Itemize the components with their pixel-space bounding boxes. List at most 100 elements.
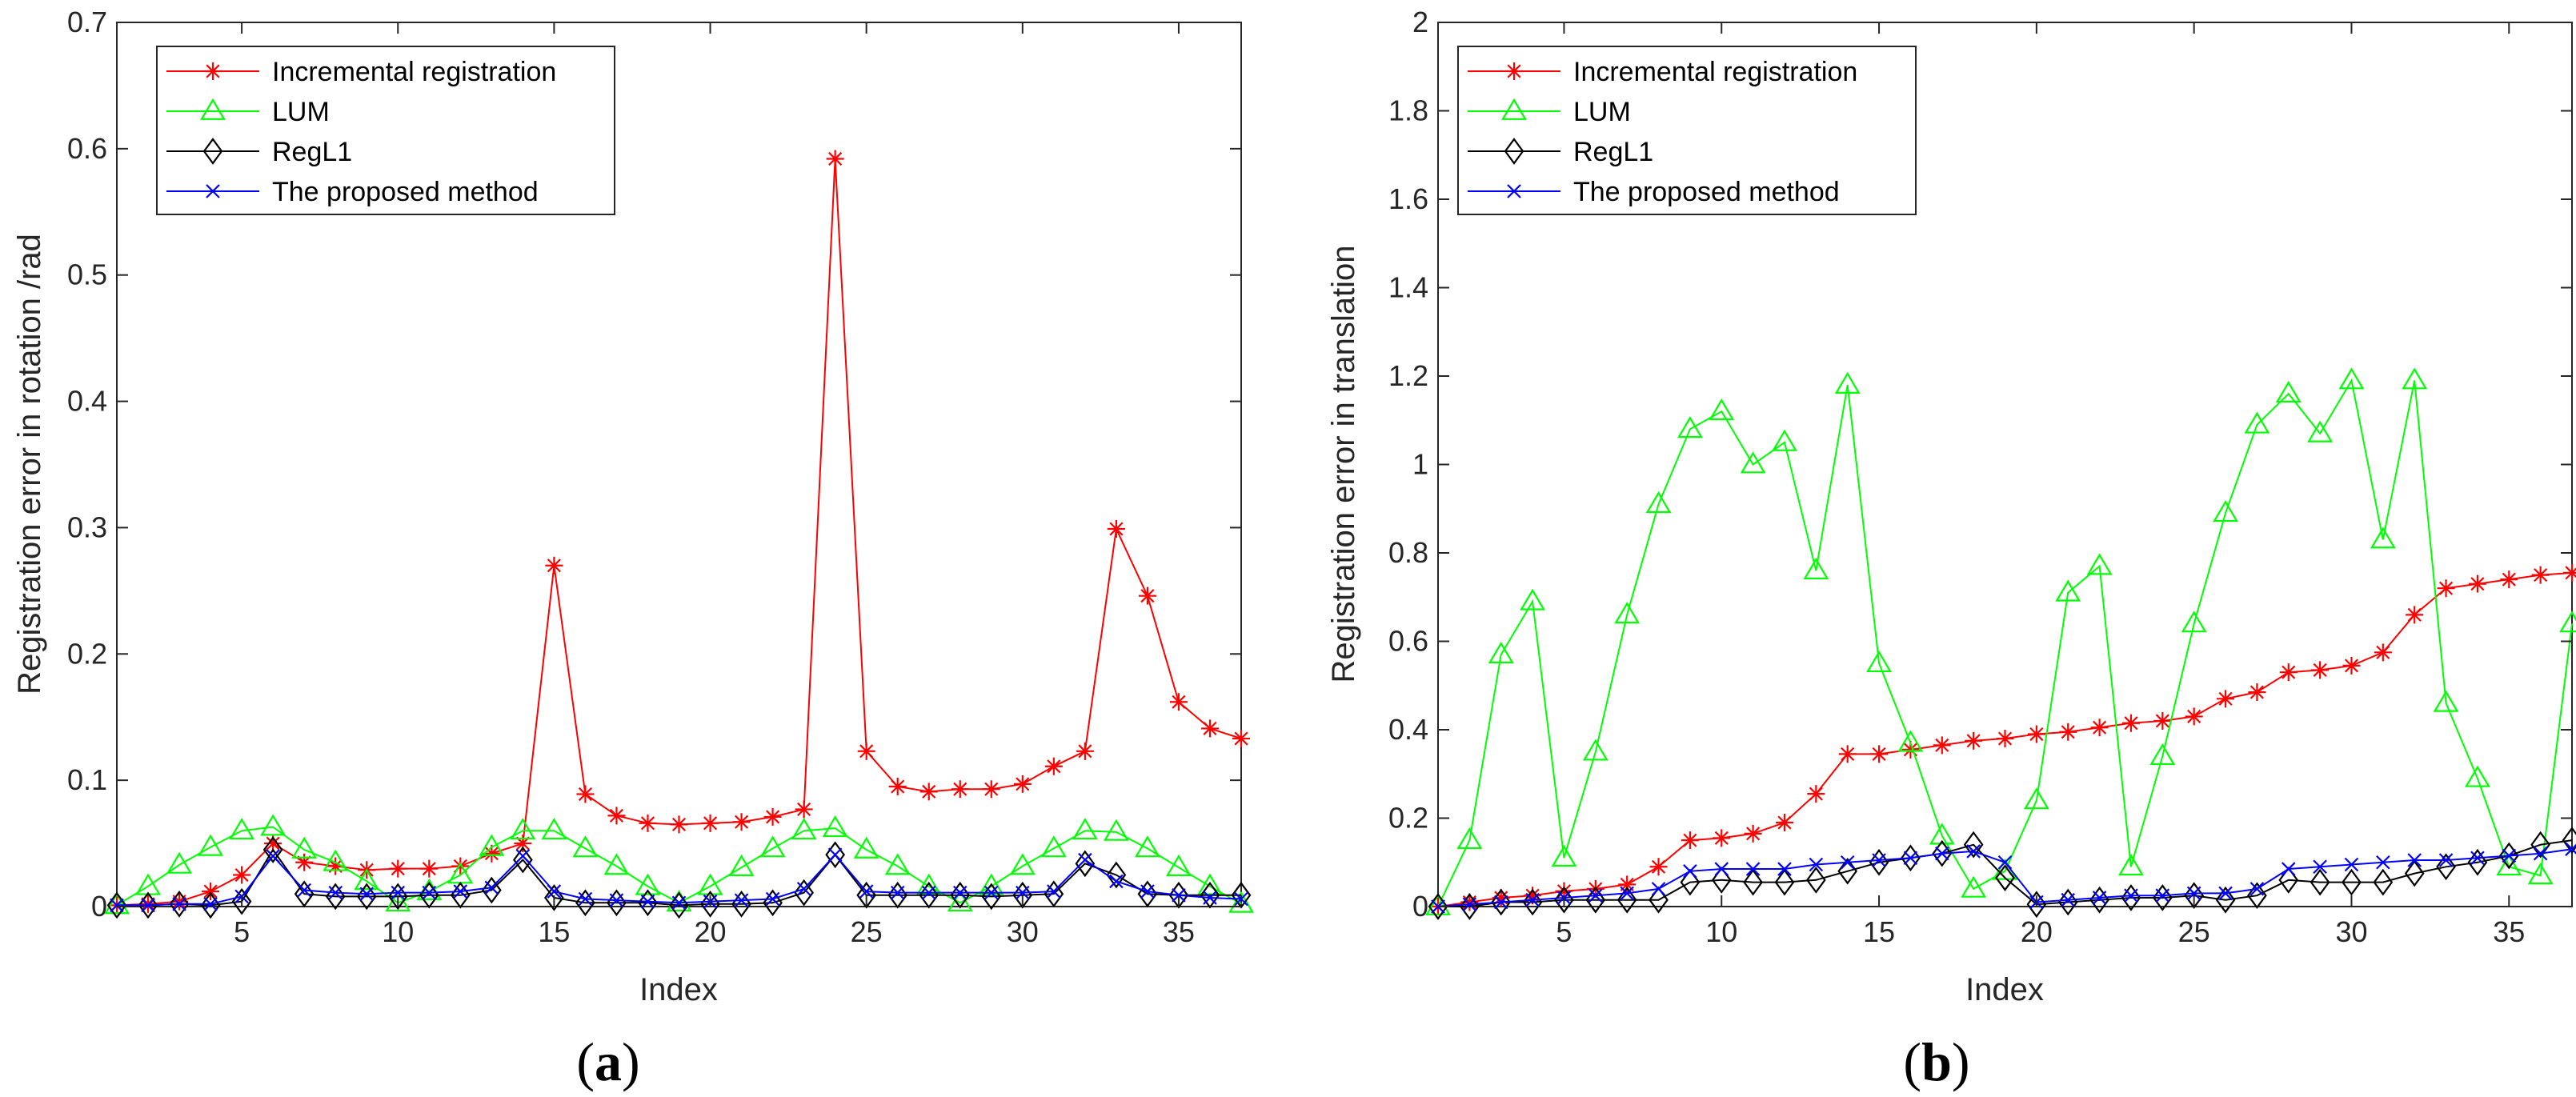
data-point (1522, 888, 1543, 916)
x-tick-label: 10 (1705, 915, 1737, 948)
y-tick-label: 0.8 (1388, 536, 1428, 569)
data-point (2498, 842, 2519, 870)
data-point (859, 884, 874, 899)
y-tick-label: 0.5 (67, 258, 107, 291)
data-point (354, 868, 380, 891)
data-point (328, 885, 343, 900)
data-point (1520, 588, 1546, 611)
data-point (170, 892, 189, 911)
legend-swatch-marker (1504, 138, 1524, 165)
panel-label: (b) (1903, 1031, 1969, 1092)
data-point (295, 853, 314, 871)
data-point (2559, 611, 2576, 633)
data-point (2275, 380, 2302, 402)
data-point (260, 814, 286, 836)
data-point (1140, 884, 1155, 899)
x-tick-label: 20 (2021, 915, 2053, 948)
data-point (794, 879, 814, 907)
y-tick-label: 0.2 (67, 637, 107, 670)
data-point (1106, 861, 1127, 889)
data-point (796, 882, 811, 896)
data-point (2562, 827, 2576, 854)
data-point (2124, 888, 2138, 903)
data-point (1232, 730, 1250, 748)
data-point (1044, 757, 1063, 775)
data-point (1775, 814, 1793, 832)
data-point (2533, 846, 2548, 861)
data-point (2307, 420, 2334, 442)
data-point (356, 883, 377, 911)
data-point (481, 876, 502, 904)
data-point (826, 150, 844, 168)
data-point (1047, 884, 1061, 899)
data-point (1869, 848, 1889, 876)
y-tick-label: 1.4 (1388, 271, 1428, 304)
data-point (2438, 853, 2454, 867)
data-point (200, 891, 221, 919)
y-tick-label: 0 (91, 890, 107, 923)
y-axis-label: Registration error in rotation /rad (12, 234, 47, 695)
legend-swatch-marker (204, 62, 222, 80)
axis-ticks: 5 10 15 20 25 30 35 0 0.2 0.4 0.6 0.8 1 1.2 1.4 1.6 1.8 2 (1388, 6, 2572, 948)
y-tick-label: 0.1 (67, 763, 107, 796)
data-marks (1425, 367, 2576, 920)
data-point (2278, 866, 2299, 894)
x-tick-label: 35 (1163, 915, 1195, 948)
legend-item-incremental-registration: Incremental registration (1468, 57, 1857, 87)
data-point (2470, 851, 2485, 865)
data-point (1966, 844, 1981, 859)
data-point (419, 881, 439, 909)
data-point (1744, 824, 1762, 843)
data-point (1683, 864, 1697, 879)
data-point (327, 857, 345, 875)
legend-item-the-proposed-method: The proposed method (1468, 177, 1840, 207)
y-tick-label: 0 (1412, 890, 1428, 923)
y-tick-label: 1.6 (1388, 182, 1428, 215)
x-tick-label: 15 (1863, 915, 1895, 948)
data-point (2186, 886, 2201, 901)
data-point (1743, 868, 1763, 896)
data-point (1012, 881, 1033, 909)
data-point (947, 890, 973, 912)
data-point (578, 891, 593, 907)
data-point (1234, 891, 1248, 907)
data-point (1774, 868, 1795, 896)
data-point (1897, 730, 1924, 752)
data-marks (104, 150, 1254, 919)
data-point (1078, 852, 1092, 867)
data-point (323, 849, 349, 871)
data-point (2059, 723, 2077, 741)
data-point (484, 880, 499, 895)
data-point (2152, 884, 2173, 911)
data-point (1103, 819, 1129, 841)
data-point (1834, 371, 1861, 394)
y-tick-label: 1.8 (1388, 94, 1428, 127)
data-point (1713, 829, 1731, 847)
data-point (1617, 886, 1637, 914)
data-point (1838, 745, 1857, 763)
data-point (1963, 831, 1984, 859)
data-point (198, 834, 224, 856)
legend-label: The proposed method (272, 177, 539, 207)
data-point (1551, 845, 1577, 867)
data-point (1745, 862, 1761, 876)
data-point (1460, 893, 1479, 911)
data-point (2527, 863, 2554, 885)
data-point (576, 785, 595, 803)
data-point (2530, 831, 2551, 859)
x-tick-label: 25 (851, 915, 883, 948)
data-point (697, 873, 723, 895)
data-point (669, 891, 689, 919)
data-point (2149, 743, 2176, 766)
data-point (479, 834, 505, 856)
data-point (2248, 683, 2266, 702)
data-point (825, 841, 846, 869)
data-point (887, 881, 908, 909)
data-point (1870, 745, 1889, 763)
data-point (1555, 882, 1573, 900)
data-point (1488, 641, 1514, 663)
legend-item-incremental-registration: Incremental registration (166, 57, 556, 87)
data-point (2055, 579, 2081, 602)
data-point (1651, 882, 1666, 896)
data-point (728, 854, 755, 876)
